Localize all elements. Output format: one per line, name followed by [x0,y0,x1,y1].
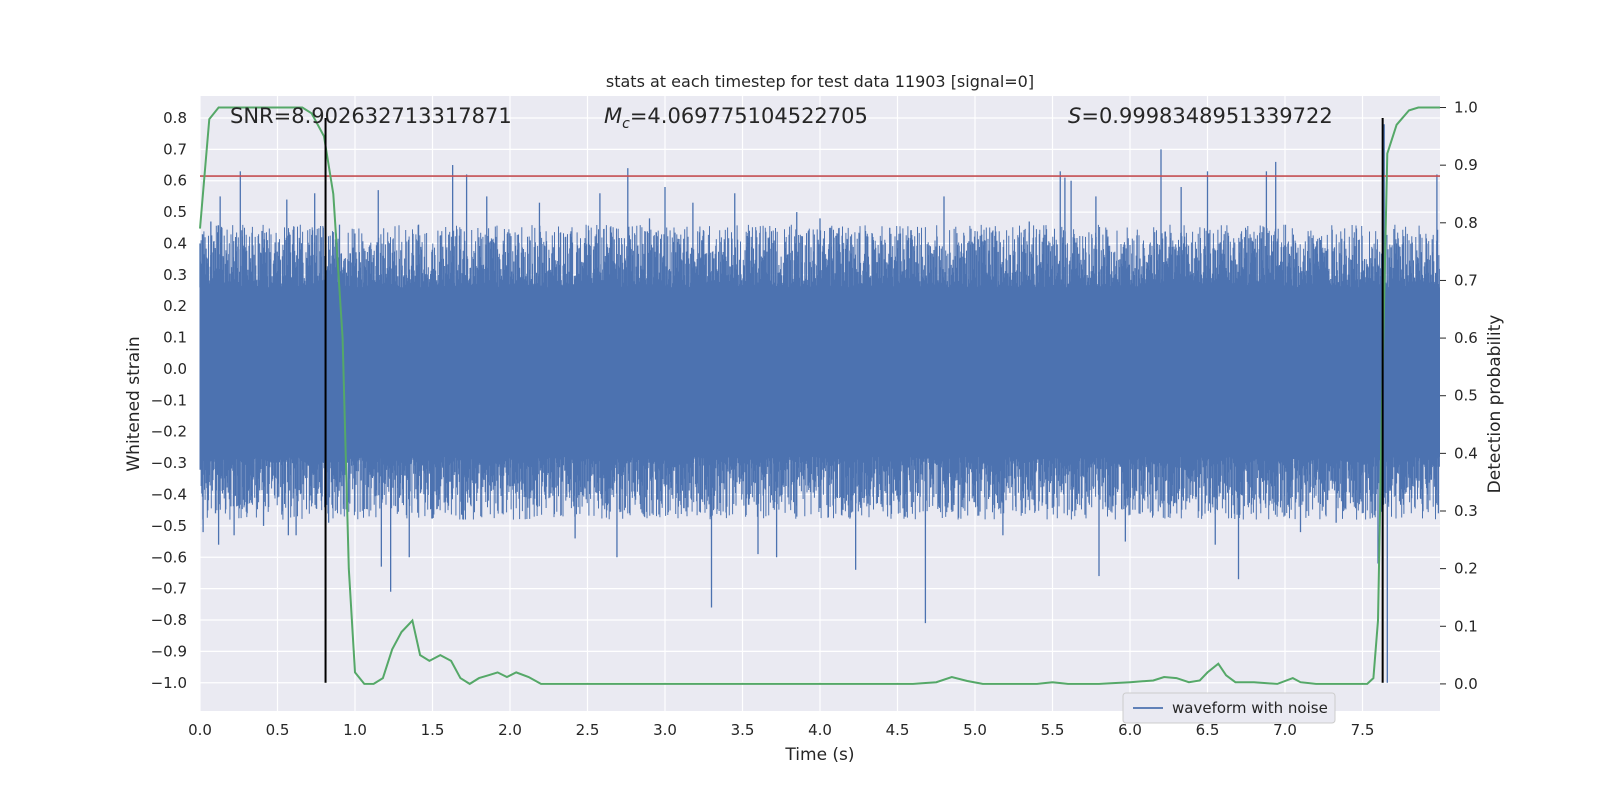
mc-subscript: c [622,116,630,132]
y2-tick-label: 0.2 [1454,560,1478,578]
y-tick-label: 0.5 [163,203,187,221]
y2-tick-label: 0.7 [1454,271,1478,289]
y-tick-label: −0.5 [151,517,187,535]
waveform-spikes [199,124,1440,683]
probability-layer [199,106,1440,686]
x-tick-label: 5.0 [963,721,987,739]
y-ticks: 0.8 0.7 0.6 0.5 0.4 0.3 0.2 0.1 0.0 −0.1 −0.2 −0.3 −… [151,109,187,692]
y2-tick-label: 1.0 [1454,99,1478,117]
chart-title: stats at each timestep for test data 119… [606,72,1034,91]
y2-axis-label: Detection probability [1485,315,1505,494]
y2-tick-label: 0.9 [1454,156,1478,174]
y-axis-label: Whitened strain [124,336,144,471]
y-tick-label: −0.9 [151,642,187,660]
x-tick-label: 5.5 [1041,721,1065,739]
legend: waveform with noise [1122,692,1336,724]
probability-line [199,106,1440,686]
y-tick-label: 0.6 [163,172,187,190]
x-tick-label: 4.5 [886,721,910,739]
x-tick-label: 6.0 [1118,721,1142,739]
y-tick-label: −0.1 [151,391,187,409]
mc-value: =4.069775104522705 [630,104,868,128]
y2-tick-label: 0.8 [1454,214,1478,232]
y2-tick-label: 0.1 [1454,617,1478,635]
y2-ticks: 1.0 0.9 0.8 0.7 0.6 0.5 0.4 0.3 0.2 0.1 0.0 [1440,99,1478,693]
y-tick-label: 0.4 [163,234,187,252]
x-tick-label: 7.5 [1351,721,1375,739]
x-tick-label: 1.5 [421,721,445,739]
y2-tick-label: 0.0 [1454,675,1478,693]
x-tick-label: 0.5 [266,721,290,739]
x-axis-label: Time (s) [784,745,854,765]
s-annotation: S=0.9998348951339722 [1068,104,1333,128]
y-tick-label: 0.2 [163,297,187,315]
legend-label: waveform with noise [1172,699,1328,717]
y-tick-label: 0.0 [163,360,187,378]
y-tick-label: −0.8 [151,611,187,629]
y-tick-label: −1.0 [151,674,187,692]
y-tick-label: −0.7 [151,580,187,598]
y-tick-label: 0.3 [163,266,187,284]
y-tick-label: −0.6 [151,548,187,566]
x-tick-label: 2.5 [576,721,600,739]
y2-tick-label: 0.6 [1454,329,1478,347]
snr-annotation: SNR=8.902632713317871 [230,104,512,128]
s-symbol: S [1068,104,1081,128]
x-tick-label: 4.0 [808,721,832,739]
x-tick-label: 3.0 [653,721,677,739]
x-tick-label: 3.5 [731,721,755,739]
legend-box [1122,692,1336,724]
y-tick-label: 0.8 [163,109,187,127]
s-value: =0.9998348951339722 [1081,104,1332,128]
x-tick-label: 7.0 [1273,721,1297,739]
y-tick-label: 0.1 [163,329,187,347]
y-tick-label: −0.4 [151,485,187,503]
y-tick-label: 0.7 [163,140,187,158]
y-tick-label: −0.3 [151,454,187,472]
mc-annotation: Mc=4.069775104522705 [604,104,868,132]
waveform-noise [199,224,1440,520]
x-tick-label: 0.0 [188,721,212,739]
x-ticks: 0.0 0.5 1.0 1.5 2.0 2.5 3.0 3.5 4.0 4.5 5.0 5.5 6.0 6… [188,721,1374,739]
y2-tick-label: 0.4 [1454,444,1478,462]
x-tick-label: 6.5 [1196,721,1220,739]
x-tick-label: 2.0 [498,721,522,739]
y2-tick-label: 0.3 [1454,502,1478,520]
vlines [324,117,1384,683]
y2-tick-label: 0.5 [1454,387,1478,405]
y-tick-label: −0.2 [151,423,187,441]
mc-symbol: M [604,104,622,128]
x-tick-label: 1.0 [343,721,367,739]
